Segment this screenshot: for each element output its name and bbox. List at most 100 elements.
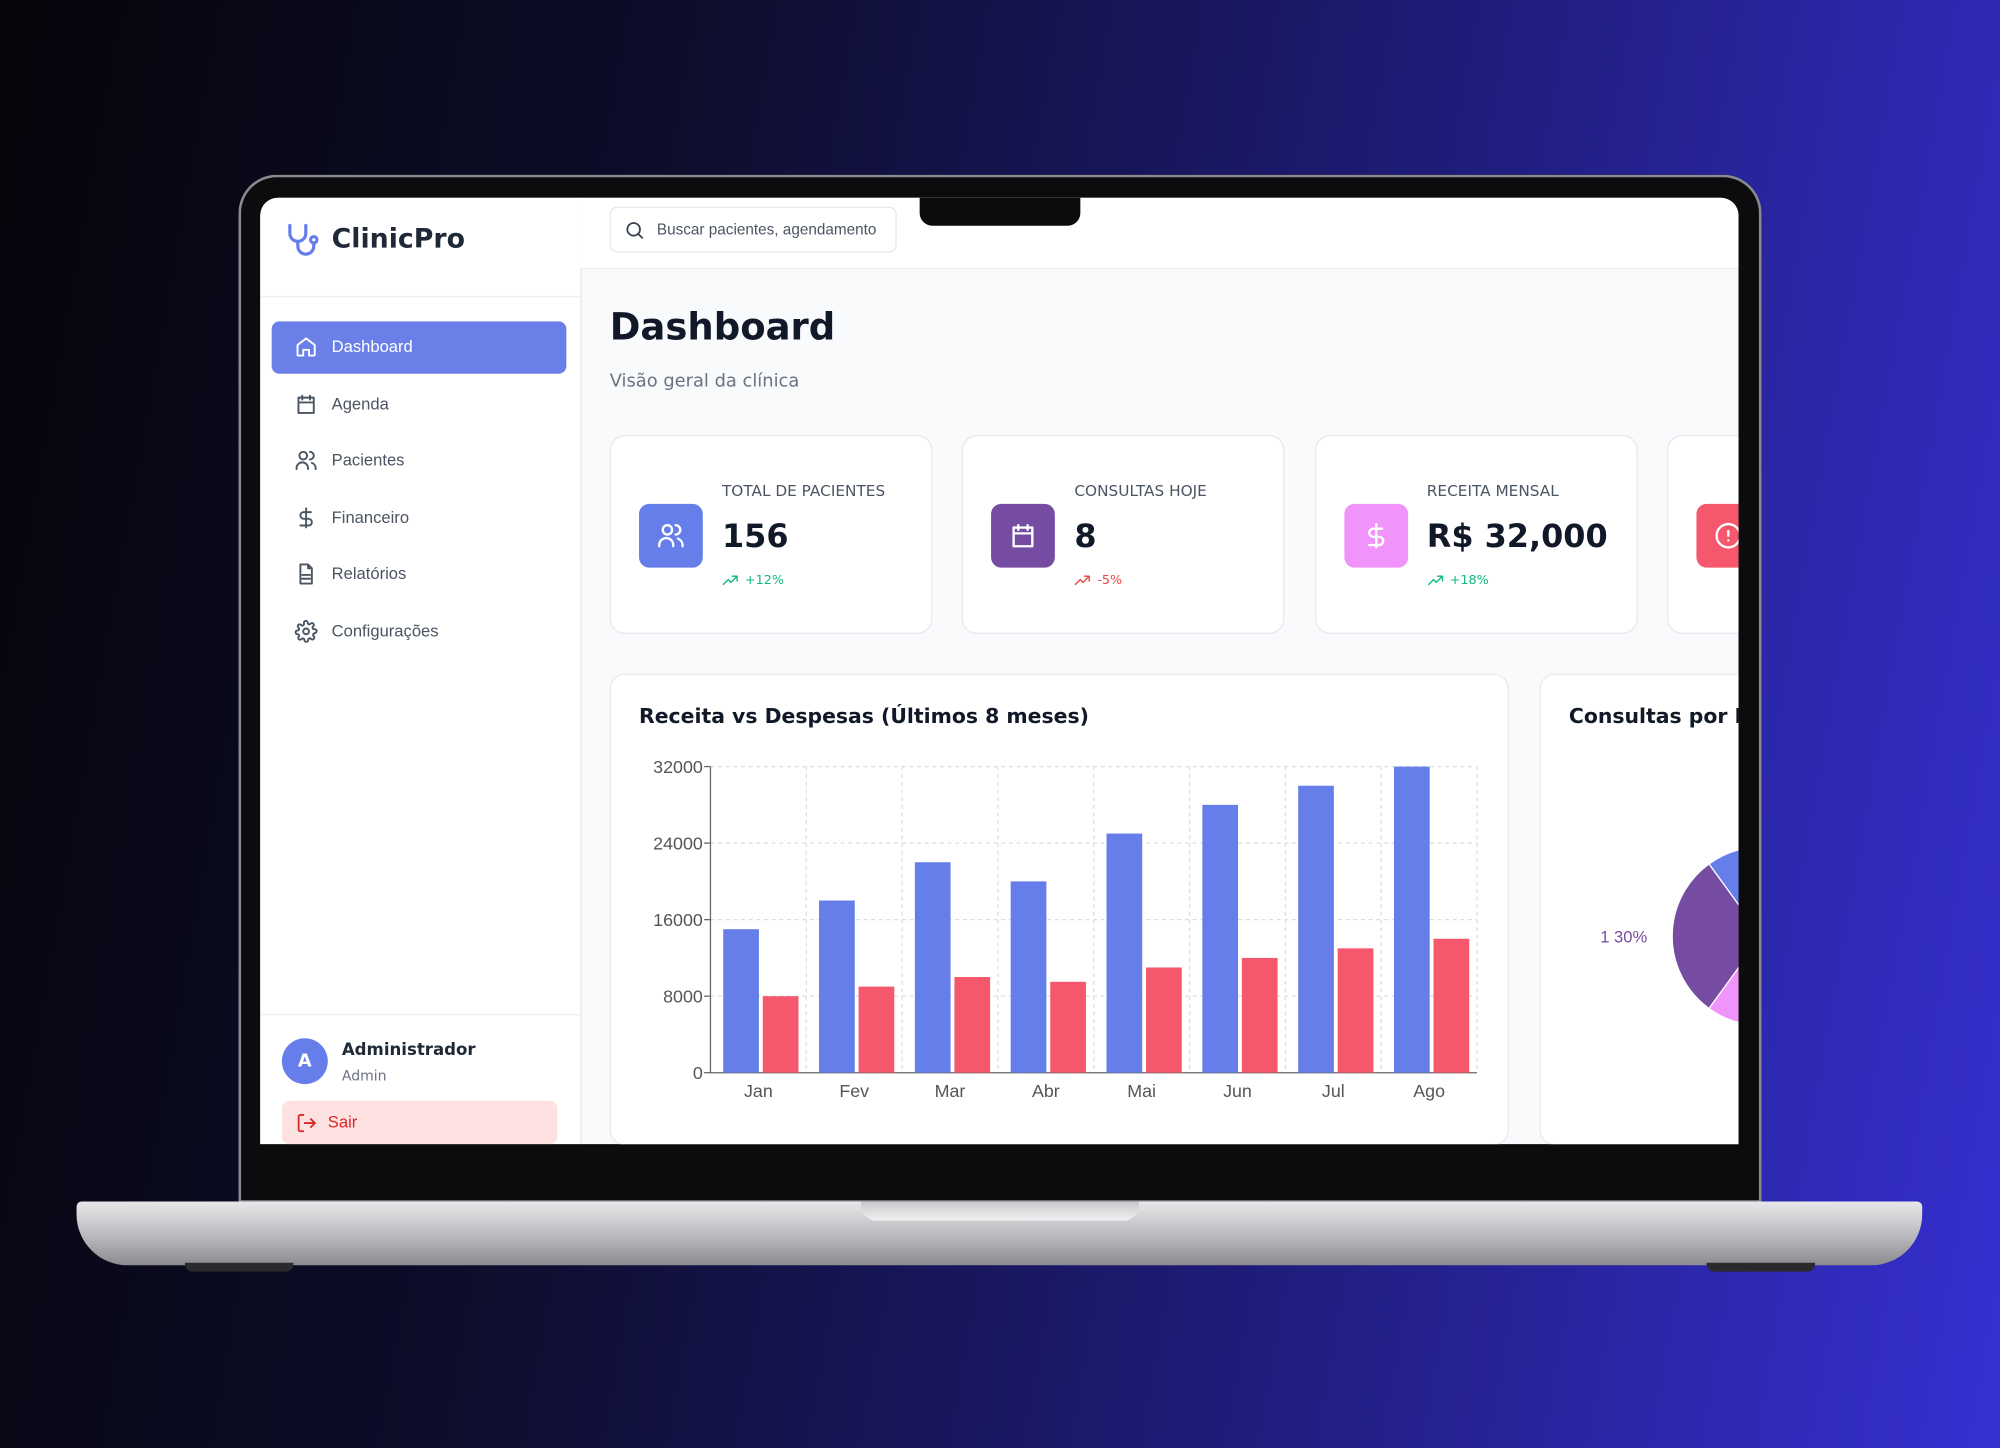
search-box[interactable]: Buscar pacientes, agendamento	[609, 206, 897, 253]
nav-label: Agenda	[331, 393, 389, 413]
stat-card	[1666, 434, 1739, 634]
y-tick-label: 8000	[663, 987, 703, 1007]
icon-path	[295, 450, 317, 471]
icon-path	[1715, 522, 1739, 549]
logout-icon	[297, 1114, 317, 1133]
sidebar: ClinicPro Dashboard Agenda Pacientes Financ…	[260, 197, 582, 1145]
nav-label: Dashboard	[331, 336, 413, 356]
laptop-foot	[184, 1262, 294, 1272]
bar	[858, 986, 895, 1073]
nav-label: Relatórios	[331, 563, 407, 583]
search-icon	[626, 222, 644, 239]
specialty-chart: Consultas por Espe 1 30%	[1569, 704, 1739, 1024]
icon	[1715, 522, 1739, 549]
pie-label: 1 30%	[1600, 928, 1647, 947]
stat-label: RECEITA MENSAL	[1426, 482, 1559, 500]
bar	[723, 929, 759, 1073]
chart-title: Receita vs Despesas (Últimos 8 meses)	[639, 703, 1089, 728]
screen: ClinicPro Dashboard Agenda Pacientes Financ…	[260, 197, 1739, 1145]
stat-card: TOTAL DE PACIENTES 156 +12%	[609, 434, 933, 634]
stat-change: -5%	[1074, 574, 1122, 588]
icon	[299, 506, 313, 528]
user-name: Administrador	[341, 1040, 476, 1060]
stat-value: 8	[1074, 517, 1097, 555]
camera-notch	[919, 197, 1081, 226]
logo-icon	[288, 223, 319, 256]
icon	[294, 619, 318, 643]
icon-path	[722, 575, 738, 586]
stat-change-value: -5%	[1097, 573, 1123, 589]
divider	[260, 295, 581, 298]
icon	[1427, 575, 1443, 586]
bar	[1010, 881, 1047, 1073]
laptop-foot	[1706, 1262, 1816, 1272]
bar	[1337, 948, 1374, 1073]
stat-value: 156	[721, 517, 789, 555]
bar	[1146, 967, 1182, 1073]
x-tick-label: Mai	[1127, 1081, 1156, 1101]
y-tick-label: 0	[693, 1063, 703, 1083]
icon	[1075, 575, 1091, 586]
stat-label: TOTAL DE PACIENTES	[721, 482, 886, 500]
icon-path	[1367, 522, 1384, 549]
icon	[296, 337, 316, 357]
icon	[658, 524, 684, 548]
icon	[299, 563, 313, 585]
page-subtitle: Visão geral da clínica	[609, 371, 800, 392]
page-title: Dashboard	[609, 304, 836, 349]
icon-path	[299, 506, 313, 528]
nav-item[interactable]: Dashboard	[271, 321, 567, 374]
logout-button[interactable]: Sair	[281, 1100, 558, 1145]
x-tick-label: Jan	[744, 1081, 773, 1101]
x-tick-label: Jun	[1223, 1081, 1252, 1101]
stat-icon	[991, 503, 1056, 568]
avatar: A	[281, 1038, 328, 1085]
revenue-panel: Receita vs Despesas (Últimos 8 meses) 0 8…	[609, 673, 1509, 1145]
stat-change: +12%	[722, 574, 784, 588]
icon	[1367, 522, 1384, 549]
bar	[1241, 957, 1278, 1073]
stat-icon	[1696, 503, 1739, 568]
bar	[1050, 981, 1086, 1073]
icon-path	[294, 619, 318, 643]
icon	[722, 575, 738, 586]
stat-label: CONSULTAS HOJE	[1074, 482, 1207, 500]
stat-icon	[1343, 503, 1408, 568]
bar	[914, 862, 951, 1073]
stat-value: R$ 32,000	[1426, 517, 1608, 555]
nav-label: Financeiro	[331, 507, 410, 527]
bar	[1298, 785, 1334, 1073]
icon	[295, 450, 317, 471]
stat-card: RECEITA MENSAL R$ 32,000 +18%	[1314, 434, 1638, 634]
nav-item[interactable]: Pacientes	[272, 435, 567, 487]
divider	[260, 1014, 581, 1016]
x-tick-label: Abr	[1032, 1081, 1060, 1101]
y-tick-label: 32000	[653, 757, 703, 777]
revenue-chart: Receita vs Despesas (Últimos 8 meses) 0 8…	[639, 703, 1478, 1101]
nav-item[interactable]: Financeiro	[272, 492, 567, 544]
specialty-panel: Consultas por Espe 1 30%	[1539, 673, 1739, 1145]
icon-path	[1427, 575, 1443, 586]
y-tick-label: 16000	[653, 910, 703, 930]
stat-change-value: +18%	[1449, 573, 1489, 589]
nav-item[interactable]: Relatórios	[272, 548, 567, 600]
pie-slice	[1708, 966, 1739, 1024]
nav-item[interactable]: Configurações	[272, 605, 567, 657]
icon	[1012, 524, 1034, 548]
bar	[954, 977, 991, 1073]
stat-card: CONSULTAS HOJE 8 -5%	[962, 434, 1285, 634]
bar	[819, 900, 855, 1073]
nav-label: Pacientes	[331, 450, 405, 470]
icon-path	[1012, 524, 1034, 548]
icon	[297, 394, 315, 414]
y-tick-label: 24000	[653, 833, 703, 853]
laptop-hinge	[860, 1201, 1140, 1221]
x-tick-label: Ago	[1413, 1081, 1445, 1101]
bar	[1433, 938, 1470, 1073]
nav-item[interactable]: Agenda	[272, 378, 567, 430]
bar	[1202, 804, 1239, 1073]
x-tick-label: Fev	[839, 1081, 869, 1101]
brand: ClinicPro	[331, 223, 466, 254]
bar	[1393, 766, 1430, 1073]
